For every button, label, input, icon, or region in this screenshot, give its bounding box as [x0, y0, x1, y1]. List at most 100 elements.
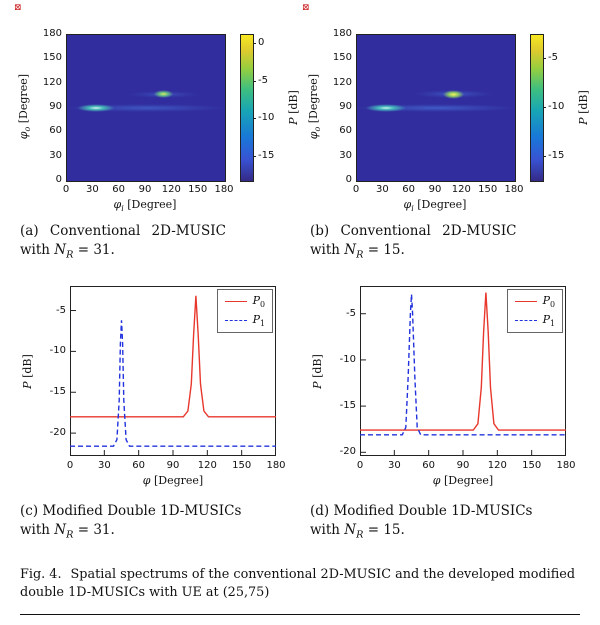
- y-tick-label: -20: [339, 446, 356, 458]
- y-axis-label: φo [Degree]: [307, 34, 323, 180]
- linechart-d-canvas: P0 P1: [359, 286, 567, 456]
- colorbar-tick-label: -15: [258, 149, 275, 161]
- caption-c-line1: (c) Modified Double 1D-MUSICs: [20, 503, 242, 519]
- y-axis-label-symbol-sub: o: [23, 127, 33, 132]
- x-tick-label: 30: [85, 184, 99, 195]
- colorbar-tick-mark: [253, 43, 256, 45]
- caption-d-line2: with NR = 15.: [310, 521, 586, 542]
- y-axis-label-symbol: φ: [307, 131, 321, 140]
- caption-a-var: N: [54, 241, 67, 258]
- y-tick-label: -20: [49, 427, 66, 439]
- legend-label-sub-0: 0: [549, 300, 555, 310]
- y-tick-label: -10: [49, 345, 66, 357]
- y-tick-label: 180: [332, 28, 352, 39]
- y-axis-label-unit: [dB]: [310, 353, 324, 381]
- x-axis-label-symbol-sub: i: [411, 204, 414, 214]
- colorbar-tick-label: -15: [548, 149, 565, 161]
- y-tick-label: -5: [346, 307, 356, 319]
- y-tick-label: 150: [332, 52, 352, 64]
- colorbar: [240, 34, 254, 182]
- heatmap-panel-b: 0 30 60 90 120 150 180 0 30 60 90 120 150 180 φi [Degr…: [307, 14, 590, 219]
- legend-line-sample-1: [224, 320, 247, 322]
- colorbar-tick-mark: [253, 118, 256, 120]
- x-tick-label: 150: [478, 184, 498, 195]
- y-tick-label: 30: [339, 149, 352, 161]
- linechart-panel-d: P0 P1 0 30 60 90 120 150 180 -5 -10 -15 -20 φ [Degree…: [308, 276, 590, 496]
- y-axis-label-text: φo [Degree]: [17, 74, 32, 139]
- x-axis-label-symbol: φ: [142, 474, 151, 487]
- legend-label-sub-0: 0: [259, 300, 265, 310]
- caption-d: (d) Modified Double 1D-MUSICs with NR = …: [310, 502, 586, 542]
- caption-c-line2: with NR = 31.: [20, 521, 296, 542]
- x-axis-label-symbol-sub: i: [121, 204, 124, 214]
- y-tick-label: 90: [339, 101, 352, 112]
- colorbar-tick-mark: [543, 58, 546, 60]
- y-axis-label-unit: [Degree]: [17, 74, 31, 128]
- x-tick-label: 0: [352, 184, 360, 195]
- x-axis-label-symbol: φ: [113, 198, 122, 211]
- heatmap-b-spot-0: [357, 103, 515, 113]
- x-tick-label: 180: [266, 460, 286, 471]
- caption-c-var-sub: R: [66, 529, 74, 541]
- legend-label-symbol-1: P: [252, 313, 260, 327]
- figure-caption-tag: Fig. 4.: [20, 567, 62, 582]
- heatmap-a-canvas: [66, 34, 226, 182]
- x-tick-label: 90: [428, 184, 442, 195]
- x-tick-label: 120: [451, 184, 471, 195]
- legend-label-sub-1: 1: [259, 319, 265, 329]
- series-line-P0: [360, 292, 566, 431]
- x-tick-label: 150: [232, 460, 252, 471]
- x-axis-label: φi [Degree]: [66, 198, 224, 213]
- x-tick-label: 90: [456, 460, 470, 471]
- colorbar-tick-label: -5: [258, 74, 268, 86]
- legend-label-0: P0: [543, 294, 555, 309]
- y-tick-label: -5: [56, 304, 66, 316]
- legend-item-0: P0: [514, 294, 555, 309]
- y-axis-label-symbol-sub: o: [313, 127, 323, 132]
- y-axis-label-symbol: φ: [17, 131, 31, 140]
- colorbar-tick-label: -10: [548, 101, 565, 112]
- caption-a: (a) Conventional 2D-MUSIC with NR = 31.: [20, 222, 296, 262]
- caption-d-line2-prefix: with: [310, 521, 345, 538]
- legend-label-0: P0: [253, 294, 265, 309]
- y-axis-label-unit: [Degree]: [307, 74, 321, 128]
- y-tick-label: 60: [49, 125, 62, 137]
- colorbar-tick-mark: [543, 155, 546, 157]
- legend-label-symbol-1: P: [542, 313, 550, 327]
- caption-b-line2-suffix: = 15.: [363, 241, 405, 258]
- colorbar-label: P [dB]: [576, 34, 590, 180]
- colorbar-label-text: P [dB]: [577, 90, 590, 125]
- x-tick-label: 90: [166, 460, 180, 471]
- caption-a-line2-prefix: with: [20, 241, 55, 258]
- caption-b-var-sub: R: [356, 249, 364, 261]
- colorbar-label: P [dB]: [286, 34, 300, 180]
- heatmap-b-spot-1: [359, 102, 413, 114]
- legend-item-1: P1: [224, 313, 265, 328]
- linechart-panel-c: P0 P1 0 30 60 90 120 150 180 -5 -10 -15 -20 φ [Degree…: [18, 276, 300, 496]
- heatmap-a-spot-3: [151, 88, 176, 100]
- y-axis-label: P [dB]: [20, 286, 34, 456]
- caption-d-var: N: [344, 521, 357, 538]
- y-axis-label-symbol: P: [20, 380, 34, 389]
- x-tick-label: 0: [356, 460, 364, 471]
- x-tick-label: 180: [214, 184, 234, 195]
- x-tick-label: 150: [522, 460, 542, 471]
- y-tick-label: 180: [42, 28, 62, 39]
- legend-label-1: P1: [253, 313, 265, 328]
- colorbar-tick-mark: [253, 155, 256, 157]
- heatmap-a-spot-1: [72, 103, 120, 113]
- y-axis-label-unit: [dB]: [20, 353, 34, 381]
- caption-d-line1: (d) Modified Double 1D-MUSICs: [310, 503, 533, 519]
- y-tick-label: 60: [339, 125, 352, 137]
- x-axis-label-unit: [Degree]: [123, 198, 177, 211]
- y-tick-label: 0: [345, 174, 352, 185]
- legend-line-sample-0: [514, 301, 537, 303]
- x-tick-label: 150: [188, 184, 208, 195]
- x-tick-label: 60: [402, 184, 416, 195]
- x-tick-label: 30: [387, 460, 401, 471]
- y-axis-label: φo [Degree]: [17, 34, 32, 180]
- caption-b-var: N: [344, 241, 357, 258]
- colorbar-label-unit: [dB]: [576, 89, 590, 117]
- colorbar-tick-label: -10: [258, 112, 275, 124]
- latex-marker-icon-left: ⊠: [14, 3, 22, 13]
